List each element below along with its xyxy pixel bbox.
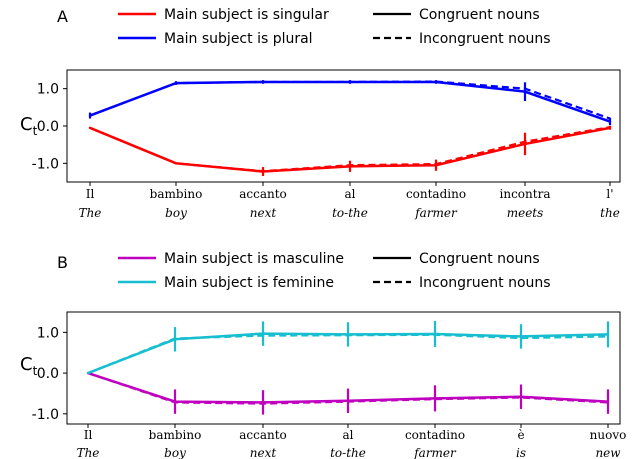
legend-style-label: Congruent nouns	[419, 7, 540, 23]
y-tick-label: 1.0	[37, 325, 59, 341]
panel-letter: B	[57, 253, 68, 272]
x-tick-translation: farmer	[414, 206, 458, 220]
data-point	[174, 162, 178, 165]
data-point	[523, 142, 527, 146]
legend-style-label: Incongruent nouns	[419, 275, 551, 291]
x-tick-translation: new	[595, 446, 621, 459]
x-tick-translation: next	[250, 446, 277, 459]
y-axis-label: Ct	[20, 114, 38, 138]
y-tick-label: 0.0	[37, 366, 59, 382]
x-tick-translation: to-the	[332, 206, 368, 220]
x-tick-translation: meets	[507, 206, 544, 220]
data-point	[88, 126, 92, 130]
x-tick-translation: The	[77, 446, 100, 459]
data-point	[346, 399, 350, 402]
data-point	[348, 165, 352, 168]
data-point	[348, 80, 352, 84]
x-tick-label: contadino	[406, 187, 466, 201]
legend-style-label: Congruent nouns	[419, 251, 540, 267]
legend-label: Main subject is singular	[164, 7, 329, 23]
x-tick-label: bambino	[149, 428, 202, 442]
y-tick-label: 1.0	[37, 82, 59, 98]
legend-label: Main subject is plural	[164, 31, 313, 47]
legend-label: Main subject is masculine	[164, 251, 344, 267]
y-tick-label: 0.0	[37, 119, 59, 135]
data-point	[174, 81, 178, 85]
x-tick-label: bambino	[150, 187, 203, 201]
x-tick-translation: boy	[165, 206, 187, 220]
x-tick-translation: to-the	[330, 446, 366, 459]
legend-label: Main subject is feminine	[164, 275, 334, 291]
data-point	[608, 126, 612, 130]
y-axis-label-subscript: t	[33, 364, 38, 378]
data-point	[434, 80, 438, 84]
x-tick-label: incontra	[500, 187, 551, 201]
data-point	[346, 333, 350, 336]
data-point	[88, 114, 92, 117]
data-point	[173, 338, 177, 341]
legend-style-label: Incongruent nouns	[419, 31, 551, 47]
x-tick-label: Il	[84, 428, 93, 442]
data-point	[173, 400, 177, 403]
y-axis-label-subscript: t	[33, 124, 38, 138]
x-tick-translation: the	[600, 206, 620, 220]
x-tick-translation: next	[250, 206, 277, 220]
x-tick-label: contadino	[405, 428, 465, 442]
x-tick-label: accanto	[239, 428, 287, 442]
y-tick-label: -1.0	[32, 156, 59, 172]
data-point	[519, 335, 523, 338]
data-point	[434, 164, 438, 167]
data-point	[433, 332, 437, 336]
x-tick-label: Il	[86, 187, 95, 201]
data-point	[261, 401, 265, 404]
x-tick-label: è	[517, 428, 524, 442]
y-axis-label: Ct	[20, 354, 38, 378]
panel-letter: A	[57, 7, 68, 26]
data-point	[261, 170, 265, 173]
data-point	[523, 90, 527, 93]
data-point	[261, 332, 265, 335]
plot-frame	[66, 311, 621, 425]
x-tick-translation: boy	[164, 446, 186, 459]
data-point	[608, 120, 612, 123]
x-tick-translation: The	[79, 206, 102, 220]
data-point	[86, 371, 90, 375]
x-tick-translation: farmer	[413, 446, 457, 459]
data-point	[606, 333, 610, 336]
x-tick-label: al	[343, 428, 354, 442]
data-point	[519, 395, 523, 398]
x-tick-translation: is	[516, 446, 526, 459]
x-tick-label: al	[345, 187, 356, 201]
data-point	[261, 80, 265, 84]
x-tick-label: nuovo	[590, 428, 627, 442]
plot-frame	[66, 69, 621, 183]
x-tick-label: accanto	[239, 187, 287, 201]
data-point	[433, 397, 437, 400]
data-point	[606, 400, 610, 403]
x-tick-label: l'	[606, 187, 613, 201]
y-tick-label: -1.0	[32, 407, 59, 423]
series-line-congruent	[89, 80, 611, 123]
